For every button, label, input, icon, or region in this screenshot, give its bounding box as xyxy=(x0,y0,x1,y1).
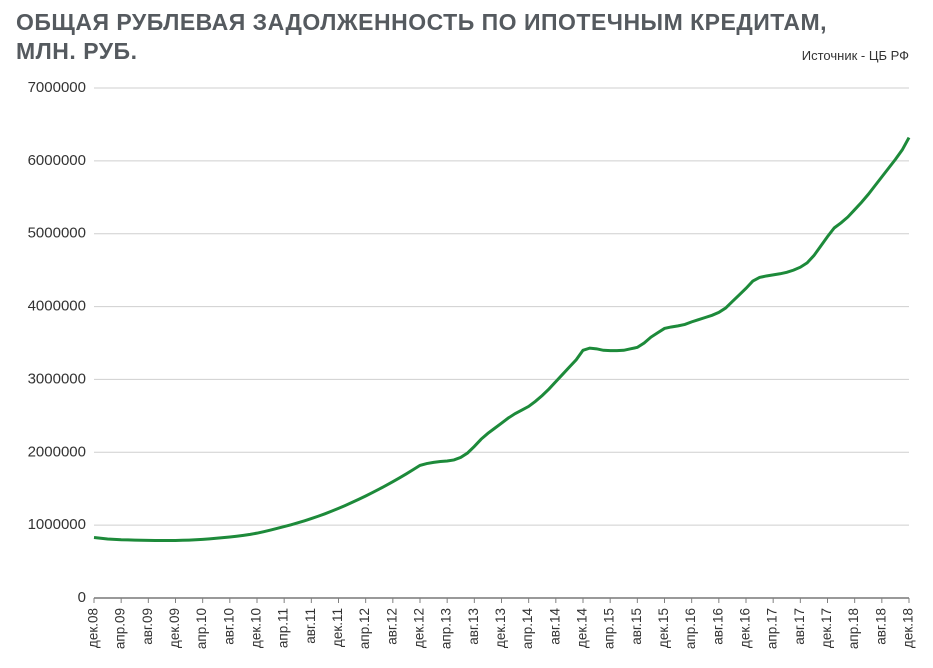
svg-text:7000000: 7000000 xyxy=(28,79,86,96)
svg-text:дек.16: дек.16 xyxy=(738,608,753,648)
svg-text:дек.15: дек.15 xyxy=(656,608,671,648)
svg-text:дек.11: дек.11 xyxy=(330,608,345,647)
svg-text:авг.16: авг.16 xyxy=(710,608,725,645)
svg-text:авг.14: авг.14 xyxy=(547,608,562,645)
svg-text:дек.14: дек.14 xyxy=(575,608,590,649)
source-label: Источник - ЦБ РФ xyxy=(802,48,909,63)
svg-text:дек.09: дек.09 xyxy=(167,608,182,648)
svg-text:апр.17: апр.17 xyxy=(765,608,780,649)
chart-title: ОБЩАЯ РУБЛЕВАЯ ЗАДОЛЖЕННОСТЬ ПО ИПОТЕЧНЫ… xyxy=(16,8,836,66)
svg-text:4000000: 4000000 xyxy=(28,298,86,315)
svg-text:дек.17: дек.17 xyxy=(819,608,834,648)
svg-text:апр.18: апр.18 xyxy=(846,608,861,649)
svg-text:3000000: 3000000 xyxy=(28,370,86,387)
svg-text:авг.15: авг.15 xyxy=(629,608,644,645)
svg-text:апр.10: апр.10 xyxy=(194,608,209,649)
svg-text:авг.17: авг.17 xyxy=(792,608,807,645)
chart-container: 0 1000000 2000000 3000000 4000000 5000000 6000… xyxy=(16,78,917,658)
svg-text:6000000: 6000000 xyxy=(28,152,86,169)
svg-text:дек.13: дек.13 xyxy=(493,608,508,648)
svg-text:апр.13: апр.13 xyxy=(439,608,454,649)
svg-text:дек.12: дек.12 xyxy=(412,608,427,648)
svg-text:апр.09: апр.09 xyxy=(113,608,128,649)
svg-text:апр.12: апр.12 xyxy=(357,608,372,649)
svg-text:авг.11: авг.11 xyxy=(303,608,318,644)
svg-text:авг.12: авг.12 xyxy=(384,608,399,645)
svg-text:апр.14: апр.14 xyxy=(520,608,535,650)
svg-text:авг.18: авг.18 xyxy=(873,608,888,645)
svg-text:апр.16: апр.16 xyxy=(683,608,698,649)
svg-text:дек.10: дек.10 xyxy=(249,608,264,648)
svg-text:2000000: 2000000 xyxy=(28,443,86,460)
line-chart: 0 1000000 2000000 3000000 4000000 5000000 6000… xyxy=(16,78,917,658)
svg-text:дек.08: дек.08 xyxy=(86,608,101,648)
svg-text:5000000: 5000000 xyxy=(28,225,86,242)
svg-text:авг.09: авг.09 xyxy=(140,608,155,645)
svg-text:авг.13: авг.13 xyxy=(466,608,481,645)
svg-text:дек.18: дек.18 xyxy=(901,608,916,648)
svg-text:апр.15: апр.15 xyxy=(602,608,617,649)
svg-text:0: 0 xyxy=(78,589,86,606)
svg-text:1000000: 1000000 xyxy=(28,516,86,533)
svg-text:авг.10: авг.10 xyxy=(221,608,236,645)
svg-text:апр.11: апр.11 xyxy=(276,608,291,648)
